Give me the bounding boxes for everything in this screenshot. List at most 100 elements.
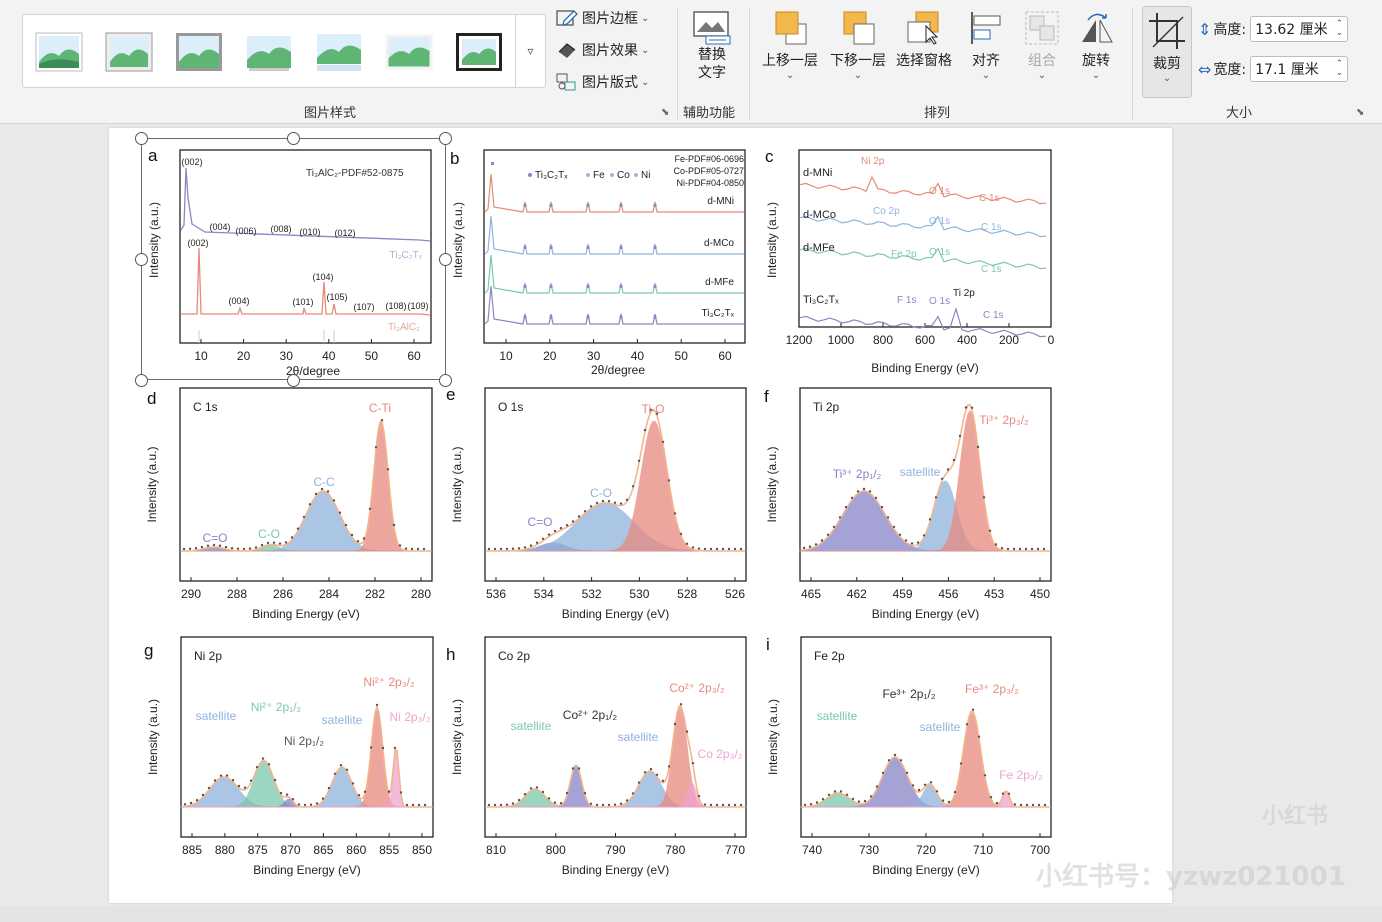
bring-forward-button[interactable]: 上移一层 ⌄: [762, 8, 818, 82]
panel-h-data-point: [721, 803, 725, 807]
panel-i-data-point: [959, 762, 963, 765]
pencil-icon: [556, 10, 578, 26]
resize-handle-right[interactable]: [439, 253, 452, 266]
picture-style-6[interactable]: [385, 32, 433, 72]
panel-h-tick-label: 780: [665, 843, 685, 857]
send-backward-button[interactable]: 下移一层 ⌄: [830, 8, 886, 82]
panel-c-series-label: d-MFe: [803, 242, 835, 254]
alt-text-button[interactable]: 替换 文字: [692, 10, 732, 82]
panel-b-legend-label: Ti₃C₂Tₓ: [535, 170, 568, 181]
picture-style-3[interactable]: [175, 32, 223, 72]
panel-a-bottom-peak-label: (101): [292, 297, 313, 307]
panel-i-data-point: [1001, 792, 1005, 795]
panel-e-peak-label: C-O: [590, 486, 612, 500]
panel-f-data-point: [934, 496, 938, 499]
panel-a-series-top: Ti₃C₂Tₓ: [389, 250, 422, 261]
panel-f-data-point: [940, 477, 944, 480]
picture-style-5[interactable]: [315, 32, 363, 72]
width-input[interactable]: 17.1 厘米 ⌃ ⌄: [1250, 56, 1349, 82]
resize-handle-top[interactable]: [287, 132, 300, 145]
panel-g-tick-label: 885: [182, 843, 202, 857]
panel-c-peak-label: Ni 2p: [861, 156, 885, 167]
crop-button[interactable]: 裁剪 ⌄: [1142, 6, 1192, 98]
panel-h-data-point: [595, 803, 599, 807]
panel-d-data-point: [332, 499, 336, 502]
selection-pane-button[interactable]: 选择窗格: [896, 8, 952, 70]
picture-styles-gallery[interactable]: [22, 14, 516, 88]
resize-handle-bottom-right[interactable]: [439, 374, 452, 387]
panel-e-data-point: [625, 498, 629, 501]
picture-style-1[interactable]: [35, 32, 83, 72]
panel-c-peak-label: O 1s: [929, 247, 950, 258]
dialog-launcher-icon[interactable]: ⬊: [1356, 107, 1365, 118]
panel-e-peak-label: Ti-O: [642, 402, 665, 416]
height-spinner[interactable]: ⌃ ⌄: [1335, 19, 1344, 38]
panel-c-trace: [799, 247, 1047, 270]
height-input[interactable]: 13.62 厘米 ⌃ ⌄: [1250, 16, 1349, 42]
picture-style-4[interactable]: [245, 32, 293, 72]
panel-h-data-point: [523, 793, 527, 796]
panel-letter: b: [450, 149, 459, 168]
panel-f-title: Ti 2p: [813, 400, 840, 414]
chevron-down-icon: ⌄: [785, 70, 795, 81]
panel-g-data-point: [321, 797, 325, 800]
panel-i-data-point: [977, 735, 981, 738]
panel-i-data-point: [803, 803, 807, 806]
panel-f-xlabel: Binding Energy (eV): [872, 607, 979, 621]
rotate-button[interactable]: 旋转 ⌄: [1076, 8, 1116, 82]
gallery-more-button[interactable]: ▿: [516, 14, 546, 88]
alt-text-label-line2: 文字: [698, 65, 726, 81]
resize-handle-bottom[interactable]: [287, 374, 300, 387]
panel-d-frame: [179, 387, 433, 582]
selection-pane-icon: [907, 11, 939, 45]
group-button[interactable]: 组合 ⌄: [1022, 8, 1062, 82]
panel-h-data-point: [709, 803, 713, 807]
resize-handle-left[interactable]: [135, 253, 148, 266]
panel-h-data-point: [655, 773, 659, 776]
dialog-launcher-icon[interactable]: ⬊: [661, 107, 670, 118]
picture-style-2[interactable]: [105, 32, 153, 72]
picture-border-button[interactable]: 图片边框 ⌄: [556, 6, 649, 30]
panel-a-top-trace: [180, 167, 431, 242]
resize-handle-top-right[interactable]: [439, 132, 452, 145]
panel-i-data-point: [953, 790, 957, 794]
panel-f-data-point: [820, 539, 824, 542]
panel-d-data-point: [242, 547, 246, 551]
panel-b-xlabel: 2θ/degree: [591, 363, 645, 377]
panel-b-tick-label: 50: [675, 349, 689, 363]
picture-style-7[interactable]: [455, 32, 503, 72]
panel-a-tick-label: 40: [322, 349, 336, 363]
panel-g-data-point: [213, 779, 217, 782]
panel-f-data-point: [880, 505, 884, 509]
resize-handle-bottom-left[interactable]: [135, 374, 148, 387]
panel-d-peak-label: C-C: [313, 475, 335, 489]
panel-b-trace: [484, 285, 744, 325]
panel-f-data-point: [802, 546, 806, 550]
width-spinner[interactable]: ⌃ ⌄: [1335, 59, 1344, 78]
picture-layout-button[interactable]: 图片版式 ⌄: [556, 70, 649, 94]
align-button[interactable]: 对齐 ⌄: [966, 8, 1006, 82]
panel-b-marker: [549, 316, 553, 319]
panel-a-bottom-peak-label: (104): [312, 272, 333, 282]
bring-forward-icon: [775, 11, 807, 45]
resize-handle-top-left[interactable]: [135, 132, 148, 145]
panel-e-tick-label: 526: [725, 587, 745, 601]
panel-e-data-point: [505, 547, 509, 551]
panel-d-peak-label: C-Ti: [369, 401, 391, 415]
panel-h-xlabel: Binding Energy (eV): [562, 863, 669, 877]
panel-e-data-point: [709, 547, 713, 551]
group-divider: [677, 8, 678, 120]
panel-f-tick-label: 456: [938, 587, 958, 601]
panel-b-legend-marker: [634, 173, 638, 177]
panel-f-peak-label: Ti³⁺ 2p₁/₂: [833, 467, 882, 481]
panel-g-tick-label: 850: [412, 843, 432, 857]
picture-effects-label: 图片效果: [582, 43, 638, 59]
panel-d-peak-label: C=O: [202, 531, 227, 545]
panel-g-data-point: [387, 790, 391, 793]
picture-effects-button[interactable]: 图片效果 ⌄: [556, 38, 649, 62]
panel-f-data-point: [838, 516, 842, 519]
panel-i-data-point: [995, 801, 999, 805]
panel-h-peak-label: Co 2p₃/₂: [698, 747, 743, 761]
panel-b-marker: [549, 246, 553, 249]
